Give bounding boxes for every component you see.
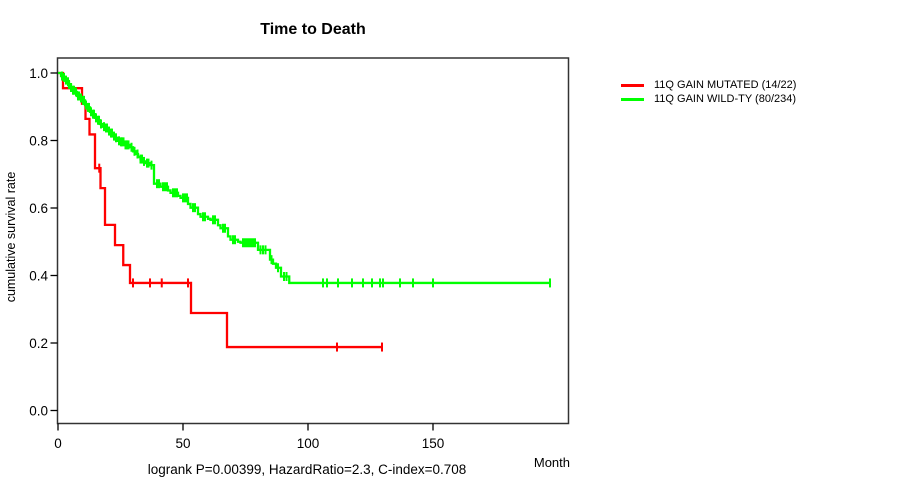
legend-line-swatch-green	[621, 97, 644, 101]
svg-text:50: 50	[175, 436, 190, 451]
svg-text:0: 0	[54, 436, 62, 451]
svg-text:0.4: 0.4	[29, 268, 48, 283]
svg-text:0.0: 0.0	[29, 403, 48, 418]
svg-text:150: 150	[422, 436, 445, 451]
svg-text:0.2: 0.2	[29, 336, 48, 351]
legend-item-mutated: 11Q GAIN MUTATED (14/22)	[621, 78, 796, 92]
legend-label: 11Q GAIN WILD-TY (80/234)	[654, 93, 797, 105]
svg-text:0.8: 0.8	[29, 133, 48, 148]
svg-text:1.0: 1.0	[29, 66, 48, 81]
legend: 11Q GAIN MUTATED (14/22) 11Q GAIN WILD-T…	[621, 78, 796, 106]
svg-text:100: 100	[297, 436, 320, 451]
x-axis-label: Month	[533, 455, 570, 470]
legend-item-wildtype: 11Q GAIN WILD-TY (80/234)	[621, 92, 796, 106]
svg-text:0.6: 0.6	[29, 201, 48, 216]
stats-annotation: logrank P=0.00399, HazardRatio=2.3, C-in…	[147, 462, 467, 477]
chart-title: Time to Death	[260, 21, 366, 38]
legend-label: 11Q GAIN MUTATED (14/22)	[654, 79, 797, 91]
legend-line-swatch-red	[621, 83, 644, 87]
